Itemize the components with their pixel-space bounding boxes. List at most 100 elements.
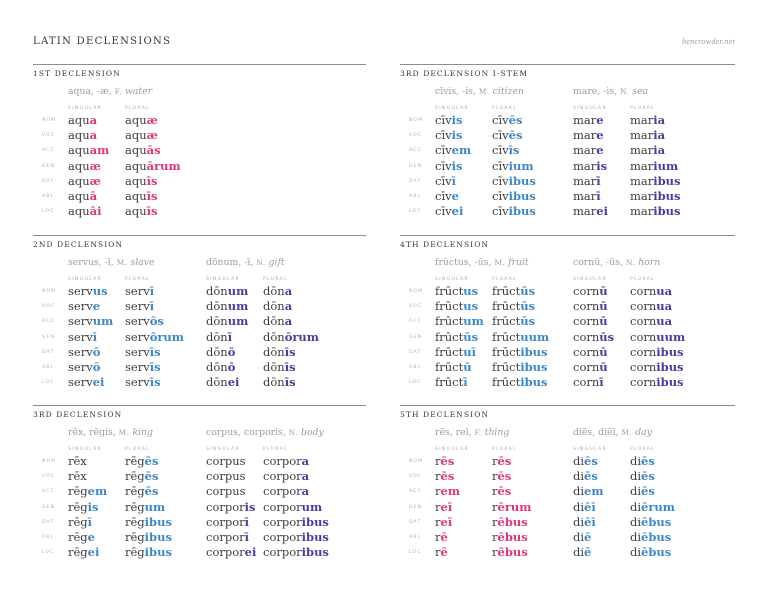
ending: um [301, 499, 323, 514]
word-form: servīs [125, 360, 184, 375]
stem: corpor [206, 545, 245, 560]
ending: ei [227, 375, 240, 390]
stem: dōn [206, 284, 228, 298]
singular-forms: aqua aqua aquam aquæ aquæ aquā aquāi [68, 113, 109, 219]
plural-label: PLURAL [630, 277, 655, 282]
ending: is [87, 499, 99, 514]
word-form: cornī [573, 375, 614, 390]
ending: æ [146, 128, 158, 143]
stem: dōn [206, 314, 228, 329]
noun-dictionary-entry: frūctus, -ūs, M. fruit [435, 257, 529, 269]
ending: ibus [301, 529, 329, 544]
singular-label: SINGULAR [573, 447, 608, 452]
ending: is [451, 128, 463, 143]
ending: īs [146, 188, 158, 203]
word-form: rēs [492, 454, 531, 469]
word-form: cīvibus [492, 174, 536, 189]
word-form: maribus [630, 204, 681, 219]
word-form: cīvium [492, 159, 536, 174]
stem: rēg [125, 529, 145, 544]
word-form: corporibus [263, 530, 329, 545]
stem: rēg [125, 454, 145, 468]
section-third-declension: 3RD DECLENSION NOM VOC ACC GEN DAT ABL LOC rēx… [33, 405, 366, 574]
ending: ēbus [641, 529, 672, 544]
noun-block: corpus, corporis, N. body SINGULAR PLURA… [206, 406, 336, 574]
noun-lemma: cīvis, -is, [435, 86, 476, 97]
word-form: rēgibus [125, 515, 172, 530]
ending: ūs [599, 329, 615, 344]
ending: ēī [584, 514, 596, 529]
ending: ibus [656, 359, 684, 374]
singular-forms: rēx rēx rēgem rēgis rēgī rēge rēgei [68, 454, 107, 560]
ending: ibus [520, 344, 548, 359]
word-form: cīvīs [492, 143, 536, 158]
plural-label: PLURAL [492, 277, 517, 282]
case-label: LOC [409, 209, 422, 215]
case-label: DAT [42, 349, 55, 355]
stem: dōn [206, 375, 228, 390]
ending: em [584, 484, 604, 499]
section-first-declension: 1ST DECLENSION NOM VOC ACC GEN DAT ABL LOC aqu… [33, 64, 366, 233]
ending: ibus [520, 375, 548, 390]
case-label: ACC [42, 489, 55, 495]
stem: di [630, 484, 642, 499]
stem: serv [68, 284, 93, 298]
ending: ium [653, 158, 679, 173]
word-form: corporis [206, 500, 256, 515]
ending: ibus [144, 514, 172, 529]
singular-forms: cīvis cīvis cīvem cīvis cīvī cīve cīvei [435, 113, 471, 219]
word-form: maribus [630, 174, 681, 189]
stem: mar [573, 173, 597, 188]
word-form: dōnum [206, 284, 248, 299]
word-form: maria [630, 143, 681, 158]
word-form: diem [573, 484, 604, 499]
stem: r [435, 529, 441, 544]
ending: ē [584, 529, 592, 544]
stem: cīv [435, 173, 452, 188]
noun-meaning: slave [130, 257, 155, 268]
stem: aqu [68, 143, 90, 158]
stem: dōn [263, 375, 285, 390]
case-label: GEN [42, 163, 56, 169]
word-form: rēgēs [125, 469, 172, 484]
noun-block: frūctus, -ūs, M. fruit SINGULAR PLURAL f… [435, 236, 565, 404]
stem: serv [125, 329, 150, 344]
noun-block: diēs, diēī, M. day SINGULAR PLURAL diēs d… [573, 406, 703, 574]
stem: serv [125, 299, 150, 314]
word-form: reī [435, 515, 460, 530]
stem: serv [68, 375, 93, 390]
case-label: GEN [409, 504, 423, 510]
ending: ī [92, 329, 98, 344]
case-label: VOC [409, 304, 423, 310]
ending: um [227, 299, 249, 314]
case-label: VOC [42, 474, 56, 480]
ending: ibus [508, 173, 536, 188]
plural-forms: dōna dōna dōna dōnōrum dōnīs dōnīs dōnīs [263, 284, 319, 390]
word-form: aquā [68, 189, 109, 204]
noun-meaning: body [301, 427, 324, 438]
stem: mar [573, 158, 597, 173]
noun-dictionary-entry: servus, -ī, M. slave [68, 257, 155, 269]
stem: aqu [68, 113, 90, 127]
stem: mar [573, 128, 597, 143]
stem: rēg [125, 514, 145, 529]
stem: corpus [206, 454, 246, 468]
noun-meaning: horn [638, 257, 661, 268]
word-form: corpus [206, 454, 256, 469]
stem: frūct [435, 359, 464, 374]
noun-lemma: dōnum, -ī, [206, 257, 254, 268]
word-form: diēī [573, 500, 604, 515]
word-form: servō [68, 360, 113, 375]
noun-lemma: corpus, corporis, [206, 427, 286, 438]
word-form: aqua [68, 128, 109, 143]
word-form: rēge [68, 530, 107, 545]
ending: ē [440, 545, 448, 560]
word-form: aquæ [125, 113, 181, 128]
stem: cīv [435, 143, 452, 158]
word-form: servīs [125, 375, 184, 390]
stem: mar [630, 204, 654, 219]
singular-label: SINGULAR [573, 106, 608, 111]
ending: ibus [301, 545, 329, 560]
noun-block: servus, -ī, M. slave SINGULAR PLURAL ser… [68, 236, 198, 404]
stem: aqu [125, 188, 147, 203]
